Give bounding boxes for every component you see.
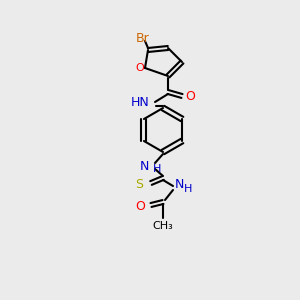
Text: H: H xyxy=(184,184,192,194)
Text: O: O xyxy=(136,63,144,73)
Text: S: S xyxy=(135,178,143,190)
Text: N: N xyxy=(174,178,184,191)
Text: N: N xyxy=(140,160,149,172)
Text: Br: Br xyxy=(136,32,150,44)
Text: HN: HN xyxy=(130,97,149,110)
Text: H: H xyxy=(153,164,161,174)
Text: O: O xyxy=(185,89,195,103)
Text: O: O xyxy=(135,200,145,212)
Text: CH₃: CH₃ xyxy=(153,221,173,231)
